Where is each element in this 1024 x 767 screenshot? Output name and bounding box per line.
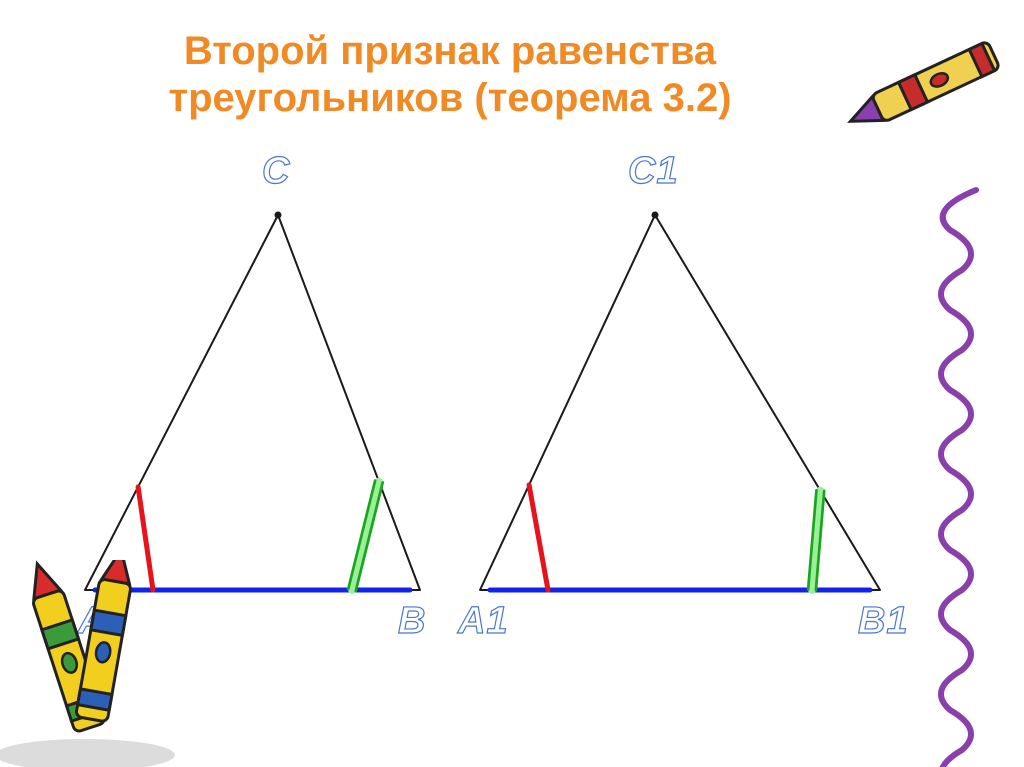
slide-title: Второй признак равенства треугольников (… (40, 28, 860, 122)
crayon-icon (844, 41, 1000, 135)
vertex-label-B: B (398, 600, 426, 643)
title-line-1: Второй признак равенства (184, 29, 716, 73)
apex-vertex-dot (275, 212, 282, 219)
vertex-label-C: C (262, 150, 290, 193)
crayon-icon (76, 560, 137, 722)
slide: Второй признак равенства треугольников (… (0, 0, 1024, 767)
clipart-crayon-squiggle-right-icon (830, 0, 1024, 767)
title-line-2: треугольников (теорема 3.2) (168, 76, 731, 120)
apex-vertex-dot (652, 212, 659, 219)
vertex-label-C1: C1 (628, 150, 679, 193)
clipart-crayons-bottom-left-icon (0, 560, 200, 767)
purple-squiggle (941, 190, 976, 767)
angle-mark-right-green-fill (352, 482, 379, 590)
angle-mark-left-red (529, 485, 548, 590)
vertex-label-A1: A1 (458, 600, 509, 643)
crayon-shadow (0, 739, 175, 767)
